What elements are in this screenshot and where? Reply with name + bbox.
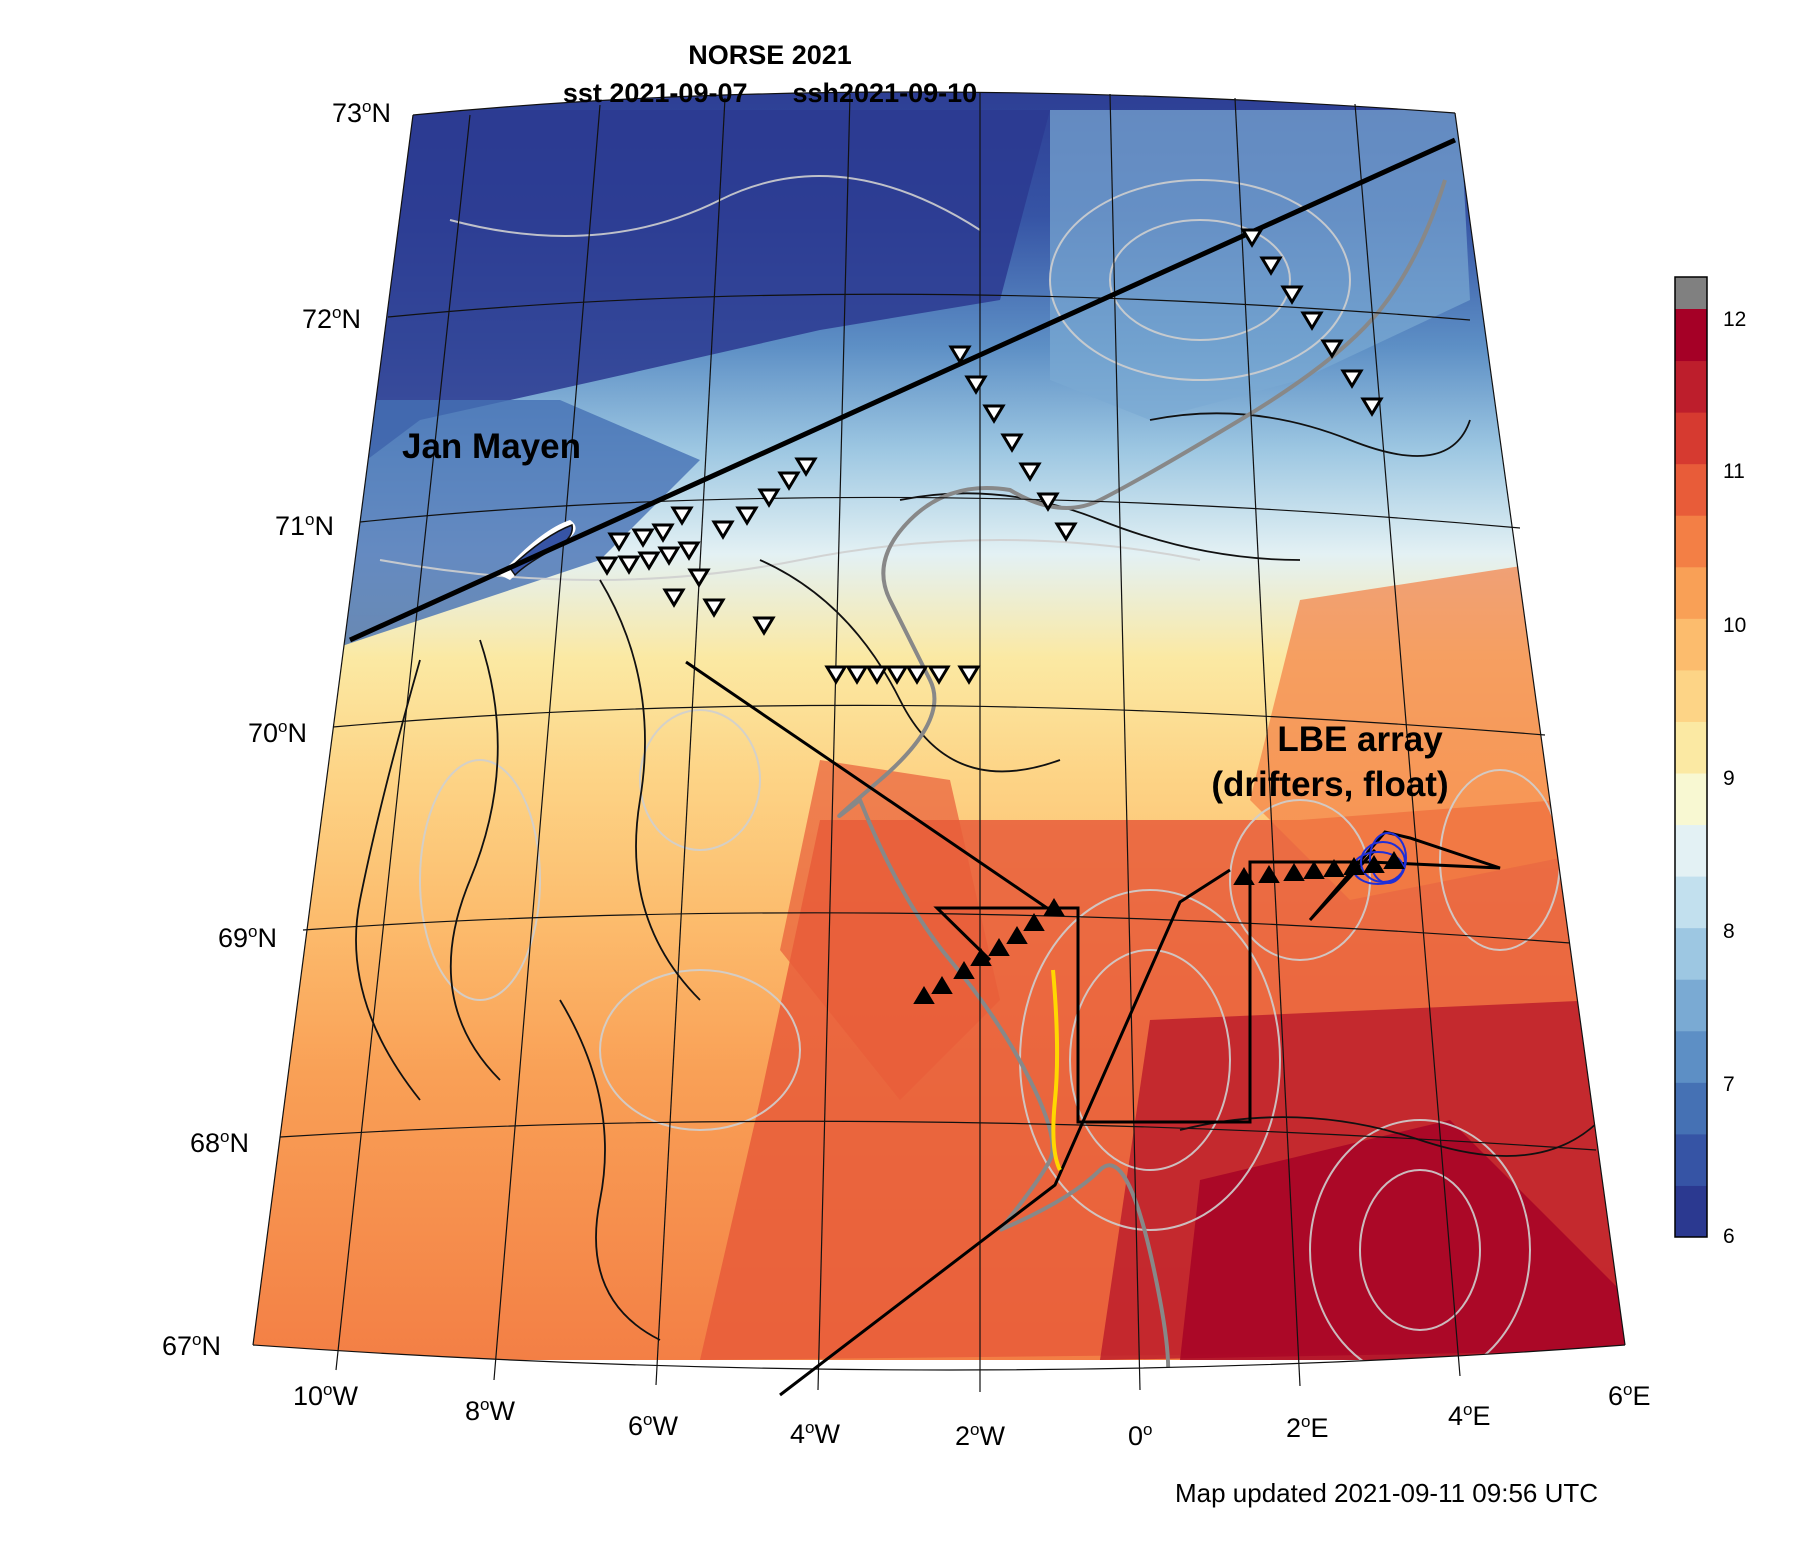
lat-label-71: 71oN: [275, 510, 335, 541]
lat-label-70: 70oN: [248, 717, 308, 748]
ssh-contours: [379, 175, 1561, 1370]
colorbar-tick-7: 7: [1723, 1073, 1735, 1096]
colorbar-swatch: [1675, 618, 1707, 671]
lat-label-68: 68oN: [190, 1127, 250, 1158]
colorbar-swatch: [1675, 1030, 1707, 1083]
colorbar-swatch: [1675, 927, 1707, 980]
map-subtitle: sst 2021-09-07 ssh2021-09-10: [0, 78, 1670, 109]
colorbar-tick-11: 11: [1723, 460, 1745, 483]
colorbar-tick-9: 9: [1723, 767, 1735, 790]
lbe-array-sublabel: (drifters, float): [1180, 765, 1480, 805]
lon-label-6e: 6oE: [1608, 1380, 1651, 1411]
lbe-array-label: LBE array: [1230, 720, 1490, 760]
bathymetry-contours: [355, 412, 1601, 1341]
colorbar-tick-8: 8: [1723, 920, 1735, 943]
colorbar-tick-6: 6: [1723, 1225, 1735, 1248]
yellow-drifter-track: [1051, 969, 1062, 1171]
colorbar-swatch: [1675, 566, 1707, 619]
colorbar-swatch: [1675, 1133, 1707, 1186]
lon-label-0: 0o: [1128, 1420, 1153, 1451]
colorbar-swatch: [1675, 824, 1707, 877]
ship-tracks: [348, 137, 1501, 1397]
colorbar: [1674, 276, 1708, 1238]
lon-label-4w: 4oW: [790, 1418, 840, 1449]
lat-label-69: 69oN: [218, 922, 278, 953]
map-title: NORSE 2021: [688, 40, 852, 70]
front-line: [837, 179, 1447, 1370]
lat-label-73: 73oN: [332, 97, 392, 128]
transect-line: [348, 137, 1457, 643]
lbe-array-line2: (drifters, float): [1211, 765, 1449, 804]
colorbar-swatch: [1675, 309, 1707, 362]
lon-label-2w: 2oW: [955, 1420, 1005, 1451]
ctd-station-markers: [595, 228, 1384, 685]
lon-label-6w: 6oW: [628, 1410, 678, 1441]
drifter-markers: [913, 851, 1405, 1004]
lon-label-10w: 10oW: [293, 1380, 358, 1411]
colorbar-tick-10: 10: [1723, 614, 1747, 637]
jan-mayen-label: Jan Mayen: [402, 427, 581, 466]
colorbar-swatch: [1675, 876, 1707, 929]
lat-label-67: 67oN: [162, 1330, 222, 1361]
colorbar-swatch: [1675, 463, 1707, 516]
colorbar-swatch: [1675, 773, 1707, 826]
ssh-date: ssh2021-09-10: [792, 78, 978, 108]
colorbar-swatch: [1675, 669, 1707, 722]
graticule: [252, 91, 1626, 1392]
colorbar-swatch: [1675, 412, 1707, 465]
colorbar-over-swatch: [1675, 277, 1707, 309]
colorbar-swatch: [1675, 1185, 1707, 1238]
colorbar-swatch: [1675, 1082, 1707, 1135]
colorbar-swatch: [1675, 721, 1707, 774]
lbe-array-line1: LBE array: [1277, 720, 1443, 759]
sst-field: [253, 91, 1625, 1360]
map-updated-timestamp: Map updated 2021-09-11 09:56 UTC: [1175, 1478, 1599, 1508]
lon-label-2e: 2oE: [1286, 1412, 1329, 1443]
colorbar-swatch: [1675, 979, 1707, 1032]
lon-label-4e: 4oE: [1448, 1400, 1491, 1431]
colorbar-tick-12: 12: [1723, 308, 1747, 331]
sst-date: sst 2021-09-07: [562, 78, 748, 108]
colorbar-swatch: [1675, 515, 1707, 568]
lon-label-8w: 8oW: [465, 1395, 515, 1426]
lat-label-72: 72oN: [302, 303, 362, 334]
colorbar-swatch: [1675, 360, 1707, 413]
